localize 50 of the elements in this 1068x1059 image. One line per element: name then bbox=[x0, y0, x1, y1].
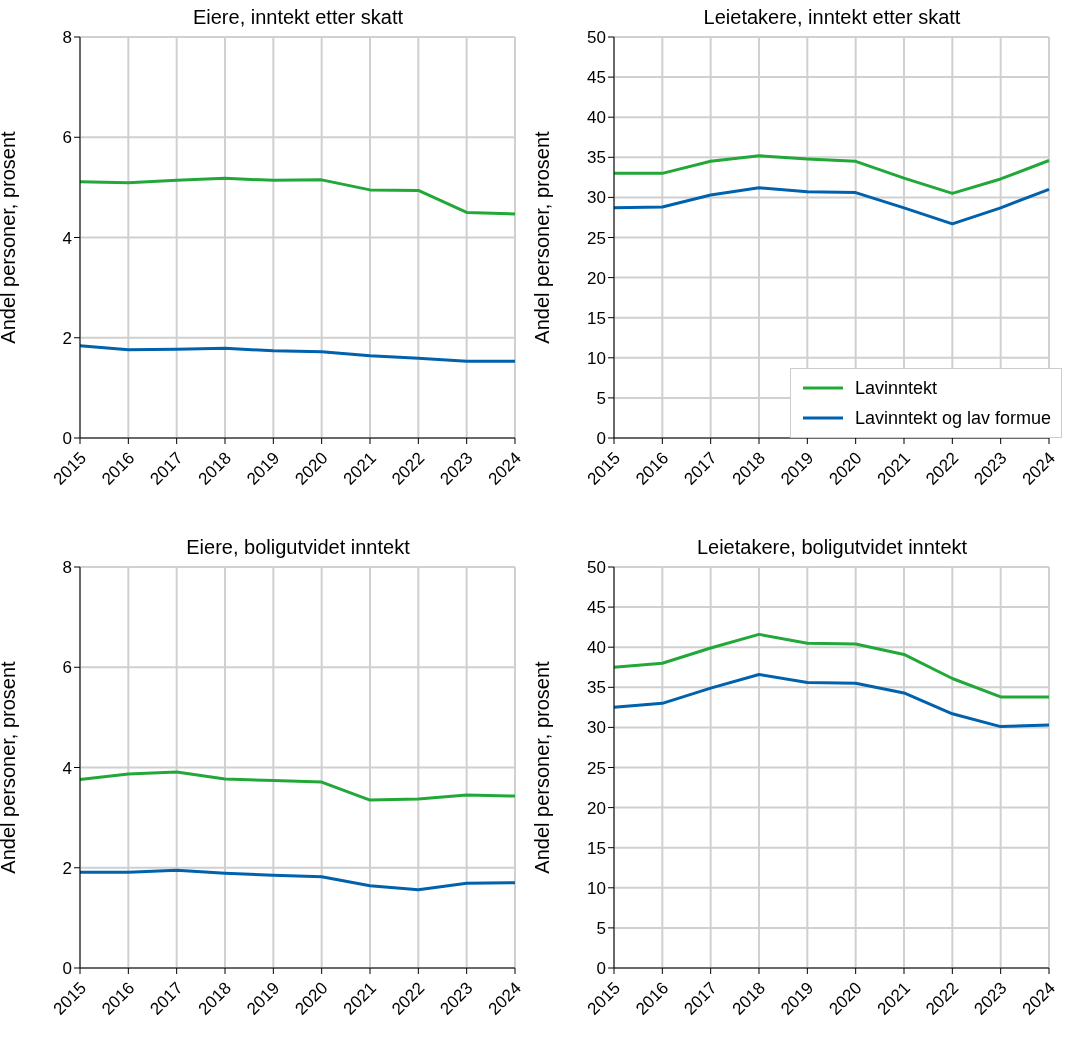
y-tick-label: 6 bbox=[62, 658, 72, 678]
chart-title: Leietakere, boligutvidet inntekt bbox=[695, 536, 969, 559]
y-tick-label: 0 bbox=[596, 959, 606, 979]
y-tick-label: 50 bbox=[587, 558, 606, 578]
y-tick-label: 0 bbox=[62, 959, 72, 979]
line-series bbox=[612, 186, 1051, 226]
y-tick-label: 2 bbox=[62, 858, 72, 878]
y-tick-label: 4 bbox=[62, 758, 72, 778]
y-tick-label: 5 bbox=[596, 388, 606, 408]
y-tick-label: 0 bbox=[62, 429, 72, 449]
y-tick-label: 50 bbox=[587, 28, 606, 48]
line-series bbox=[612, 672, 1051, 729]
chart-title: Leietakere, inntekt etter skatt bbox=[702, 6, 962, 29]
y-tick-label: 15 bbox=[587, 838, 606, 858]
y-axis-title: Andel personer, prosent bbox=[531, 130, 554, 344]
line-series bbox=[612, 632, 1051, 699]
y-axis-title: Andel personer, prosent bbox=[0, 660, 20, 874]
line-series bbox=[78, 868, 517, 892]
y-tick-label: 10 bbox=[587, 348, 606, 368]
y-axis-title: Andel personer, prosent bbox=[0, 130, 20, 344]
line-series bbox=[78, 344, 517, 363]
line-series bbox=[612, 154, 1051, 195]
y-tick-label: 40 bbox=[587, 108, 606, 128]
y-tick-label: 10 bbox=[587, 878, 606, 898]
y-tick-label: 45 bbox=[587, 598, 606, 618]
y-tick-label: 20 bbox=[587, 798, 606, 818]
y-tick-label: 5 bbox=[596, 918, 606, 938]
y-tick-label: 35 bbox=[587, 678, 606, 698]
y-tick-label: 35 bbox=[587, 148, 606, 168]
y-tick-label: 8 bbox=[62, 28, 72, 48]
legend-label: Lavinntekt og lav formue bbox=[854, 407, 1051, 429]
legend-label: Lavinntekt bbox=[854, 377, 937, 399]
y-tick-label: 6 bbox=[62, 128, 72, 148]
y-tick-label: 2 bbox=[62, 328, 72, 348]
y-axis-title: Andel personer, prosent bbox=[531, 660, 554, 874]
y-tick-label: 30 bbox=[587, 718, 606, 738]
y-tick-label: 0 bbox=[596, 429, 606, 449]
y-tick-label: 30 bbox=[587, 188, 606, 208]
y-tick-label: 25 bbox=[587, 758, 606, 778]
line-series bbox=[78, 770, 517, 802]
y-tick-label: 20 bbox=[587, 268, 606, 288]
y-tick-label: 25 bbox=[587, 228, 606, 248]
line-series bbox=[78, 176, 517, 216]
chart-title: Eiere, inntekt etter skatt bbox=[191, 6, 405, 29]
y-tick-label: 8 bbox=[62, 558, 72, 578]
y-tick-label: 15 bbox=[587, 308, 606, 328]
y-tick-label: 4 bbox=[62, 228, 72, 248]
y-tick-label: 40 bbox=[587, 638, 606, 658]
chart-title: Eiere, boligutvidet inntekt bbox=[185, 536, 411, 559]
y-tick-label: 45 bbox=[587, 68, 606, 88]
